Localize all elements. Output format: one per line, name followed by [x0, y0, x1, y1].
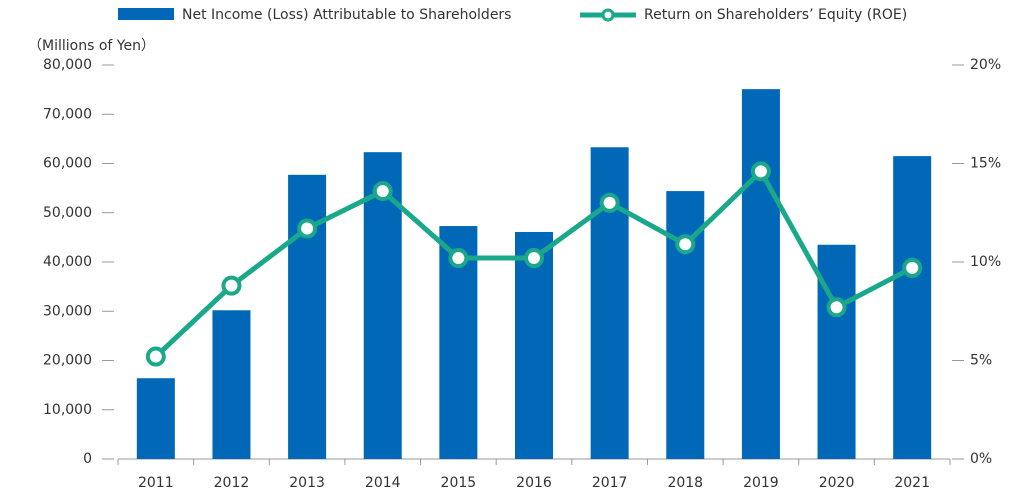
y-tick-label: 70,000: [43, 106, 92, 122]
y-tick-label: 0: [83, 451, 92, 467]
x-tick-label: 2011: [138, 475, 174, 491]
y-tick-label: 30,000: [43, 303, 92, 319]
roe-marker: [221, 275, 242, 296]
bar: [817, 244, 856, 459]
bar: [288, 174, 327, 459]
y-tick-label: 60,000: [43, 156, 92, 172]
x-tick-label: 2021: [894, 475, 930, 491]
roe-marker: [750, 161, 771, 182]
roe-marker: [297, 218, 318, 239]
roe-marker: [448, 248, 469, 269]
roe-marker: [145, 346, 166, 367]
bar: [212, 310, 251, 459]
legend-swatch: [601, 8, 615, 22]
legend-swatch: [118, 8, 174, 20]
y2-tick-label: 5%: [970, 353, 992, 369]
bar: [515, 231, 553, 459]
y2-tick-label: 20%: [970, 57, 1001, 73]
roe-marker: [599, 192, 620, 213]
roe-marker: [675, 234, 696, 255]
x-tick-label: 2018: [667, 475, 703, 491]
y-tick-label: 40,000: [43, 254, 92, 270]
roe-marker: [372, 181, 393, 202]
y-tick-label: 50,000: [43, 205, 92, 221]
roe-marker: [902, 257, 923, 278]
y-tick-label: 80,000: [43, 57, 92, 73]
y2-tick-label: 0%: [970, 451, 992, 467]
y-axis-label: （Millions of Yen）: [28, 38, 155, 54]
x-tick-label: 2016: [516, 475, 552, 491]
y2-tick-label: 15%: [970, 156, 1001, 172]
x-tick-label: 2020: [819, 475, 855, 491]
x-tick-label: 2012: [214, 475, 250, 491]
legend-label: Return on Shareholders’ Equity (ROE): [644, 7, 907, 23]
y-tick-label: 20,000: [43, 353, 92, 369]
x-tick-label: 2013: [289, 475, 325, 491]
roe-marker: [826, 297, 847, 318]
x-tick-label: 2019: [743, 475, 779, 491]
roe-marker: [524, 248, 544, 269]
x-tick-label: 2015: [441, 475, 477, 491]
y-tick-label: 10,000: [43, 402, 92, 418]
bar: [741, 89, 780, 459]
bar: [893, 156, 932, 460]
bar: [136, 378, 175, 459]
x-tick-label: 2017: [592, 475, 628, 491]
y2-tick-label: 10%: [970, 254, 1001, 270]
legend-label: Net Income (Loss) Attributable to Shareh…: [182, 7, 511, 23]
x-tick-label: 2014: [365, 475, 401, 491]
